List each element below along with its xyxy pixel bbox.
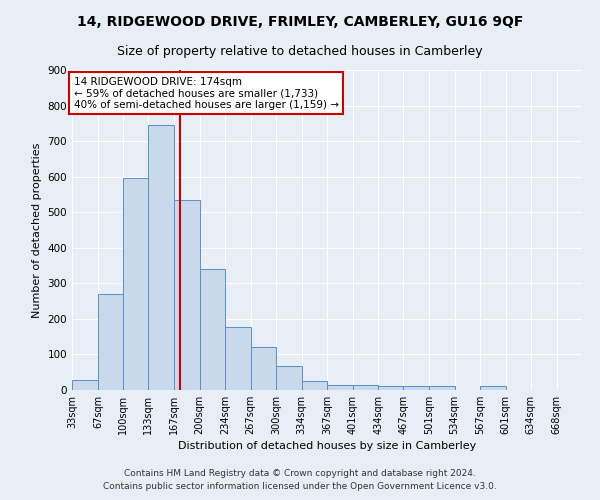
Text: Size of property relative to detached houses in Camberley: Size of property relative to detached ho… — [117, 45, 483, 58]
Bar — [175, 200, 200, 390]
Text: Contains HM Land Registry data © Crown copyright and database right 2024.: Contains HM Land Registry data © Crown c… — [124, 468, 476, 477]
Bar — [148, 125, 175, 390]
Text: 14 RIDGEWOOD DRIVE: 174sqm
← 59% of detached houses are smaller (1,733)
40% of s: 14 RIDGEWOOD DRIVE: 174sqm ← 59% of deta… — [74, 76, 338, 110]
Bar — [378, 386, 403, 390]
Bar — [479, 386, 506, 390]
Bar — [353, 384, 378, 390]
Bar — [251, 348, 276, 390]
Bar — [430, 386, 455, 390]
Bar — [199, 269, 226, 390]
Bar — [327, 386, 353, 390]
Text: Contains public sector information licensed under the Open Government Licence v3: Contains public sector information licen… — [103, 482, 497, 491]
Bar — [302, 381, 327, 390]
Y-axis label: Number of detached properties: Number of detached properties — [32, 142, 42, 318]
Bar — [72, 380, 98, 390]
Bar — [98, 294, 123, 390]
Text: 14, RIDGEWOOD DRIVE, FRIMLEY, CAMBERLEY, GU16 9QF: 14, RIDGEWOOD DRIVE, FRIMLEY, CAMBERLEY,… — [77, 15, 523, 29]
Bar — [123, 178, 148, 390]
Bar — [403, 386, 430, 390]
X-axis label: Distribution of detached houses by size in Camberley: Distribution of detached houses by size … — [178, 441, 476, 451]
Bar — [276, 366, 302, 390]
Bar — [226, 326, 251, 390]
